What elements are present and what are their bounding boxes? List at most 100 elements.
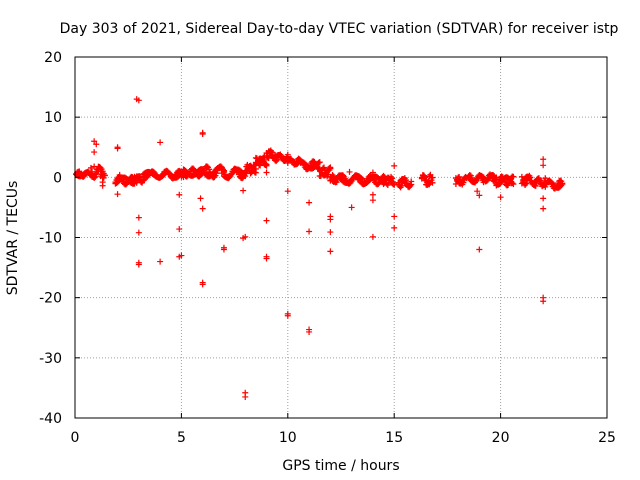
data-point <box>178 173 185 180</box>
data-point <box>197 195 204 202</box>
data-point <box>284 188 291 195</box>
data-point <box>199 279 206 286</box>
data-point <box>314 165 321 172</box>
data-point <box>333 175 340 182</box>
data-point <box>242 393 249 400</box>
data-point <box>369 197 376 204</box>
data-point <box>220 246 227 253</box>
data-point <box>474 188 481 195</box>
data-point <box>497 194 504 201</box>
data-point <box>327 213 334 220</box>
data-point <box>219 166 226 173</box>
x-tick-label: 25 <box>598 430 616 446</box>
data-point <box>233 168 240 175</box>
x-axis-label: GPS time / hours <box>282 458 399 474</box>
data-point <box>247 170 254 177</box>
data-point <box>420 175 427 182</box>
data-point <box>306 228 313 235</box>
data-markers <box>73 96 566 400</box>
x-tick-label: 5 <box>177 430 186 446</box>
data-point <box>376 179 383 186</box>
data-point <box>369 169 376 176</box>
y-tick-label: -20 <box>39 291 62 307</box>
data-point <box>114 175 121 182</box>
grid-lines <box>75 57 607 418</box>
data-point <box>91 149 98 156</box>
data-point <box>540 205 547 212</box>
x-tick-label: 15 <box>385 430 403 446</box>
data-point <box>261 153 268 160</box>
data-point <box>348 204 355 211</box>
data-point <box>391 213 398 220</box>
data-point <box>252 159 259 166</box>
data-point <box>280 155 287 162</box>
data-point <box>99 182 106 189</box>
data-point <box>395 179 402 186</box>
data-point <box>227 173 234 180</box>
data-point <box>382 177 389 184</box>
data-point <box>263 169 270 176</box>
data-point <box>157 139 164 146</box>
data-point <box>87 164 94 171</box>
data-point <box>199 205 206 212</box>
data-point <box>316 159 323 166</box>
data-point <box>510 173 517 180</box>
data-point <box>320 164 327 171</box>
y-tick-label: -30 <box>39 351 62 367</box>
data-point <box>318 169 325 176</box>
data-point <box>398 182 405 189</box>
data-point <box>165 170 172 177</box>
y-axis-label: SDTVAR / TECUs <box>5 181 21 296</box>
y-tick-label: -40 <box>39 411 62 427</box>
data-point <box>310 162 317 169</box>
data-point <box>191 168 198 175</box>
data-point <box>306 328 313 335</box>
data-point <box>263 253 270 260</box>
data-point <box>408 181 415 188</box>
data-point <box>78 170 85 177</box>
data-point <box>340 172 347 179</box>
data-point <box>327 229 334 236</box>
data-point <box>540 156 547 163</box>
data-point <box>97 173 104 180</box>
x-tick-label: 0 <box>71 430 80 446</box>
data-point <box>489 174 496 181</box>
data-point <box>274 152 281 159</box>
y-tick-label: 20 <box>44 50 62 66</box>
data-point <box>252 169 259 176</box>
data-point <box>152 173 159 180</box>
data-point <box>476 246 483 253</box>
data-point <box>291 158 298 165</box>
data-point <box>391 162 398 169</box>
data-point <box>176 226 183 233</box>
data-point <box>306 199 313 206</box>
data-point <box>340 178 347 185</box>
data-point <box>327 248 334 255</box>
data-point <box>548 180 555 187</box>
data-point <box>131 175 138 182</box>
data-point <box>508 180 515 187</box>
data-point <box>114 191 121 198</box>
chart-title: Day 303 of 2021, Sidereal Day-to-day VTE… <box>60 21 619 37</box>
data-point <box>327 165 334 172</box>
data-point <box>159 173 166 180</box>
data-point <box>425 179 432 186</box>
data-point <box>523 180 530 187</box>
data-point <box>542 175 549 182</box>
y-tick-label: -10 <box>39 231 62 247</box>
data-band <box>338 172 366 187</box>
data-point <box>178 252 185 259</box>
data-point <box>355 176 362 183</box>
data-point <box>476 192 483 199</box>
data-band <box>199 163 227 181</box>
data-point <box>135 229 142 236</box>
data-point <box>284 312 291 319</box>
data-point <box>196 173 203 180</box>
data-point <box>557 181 564 188</box>
data-point <box>459 177 466 184</box>
data-point <box>540 298 547 305</box>
data-band <box>359 172 387 188</box>
data-point <box>540 162 547 169</box>
axis-ticks: 0 5 10 15 20 25 -40 -30 -20 -10 0 10 20 <box>39 50 616 446</box>
data-point <box>203 170 210 177</box>
